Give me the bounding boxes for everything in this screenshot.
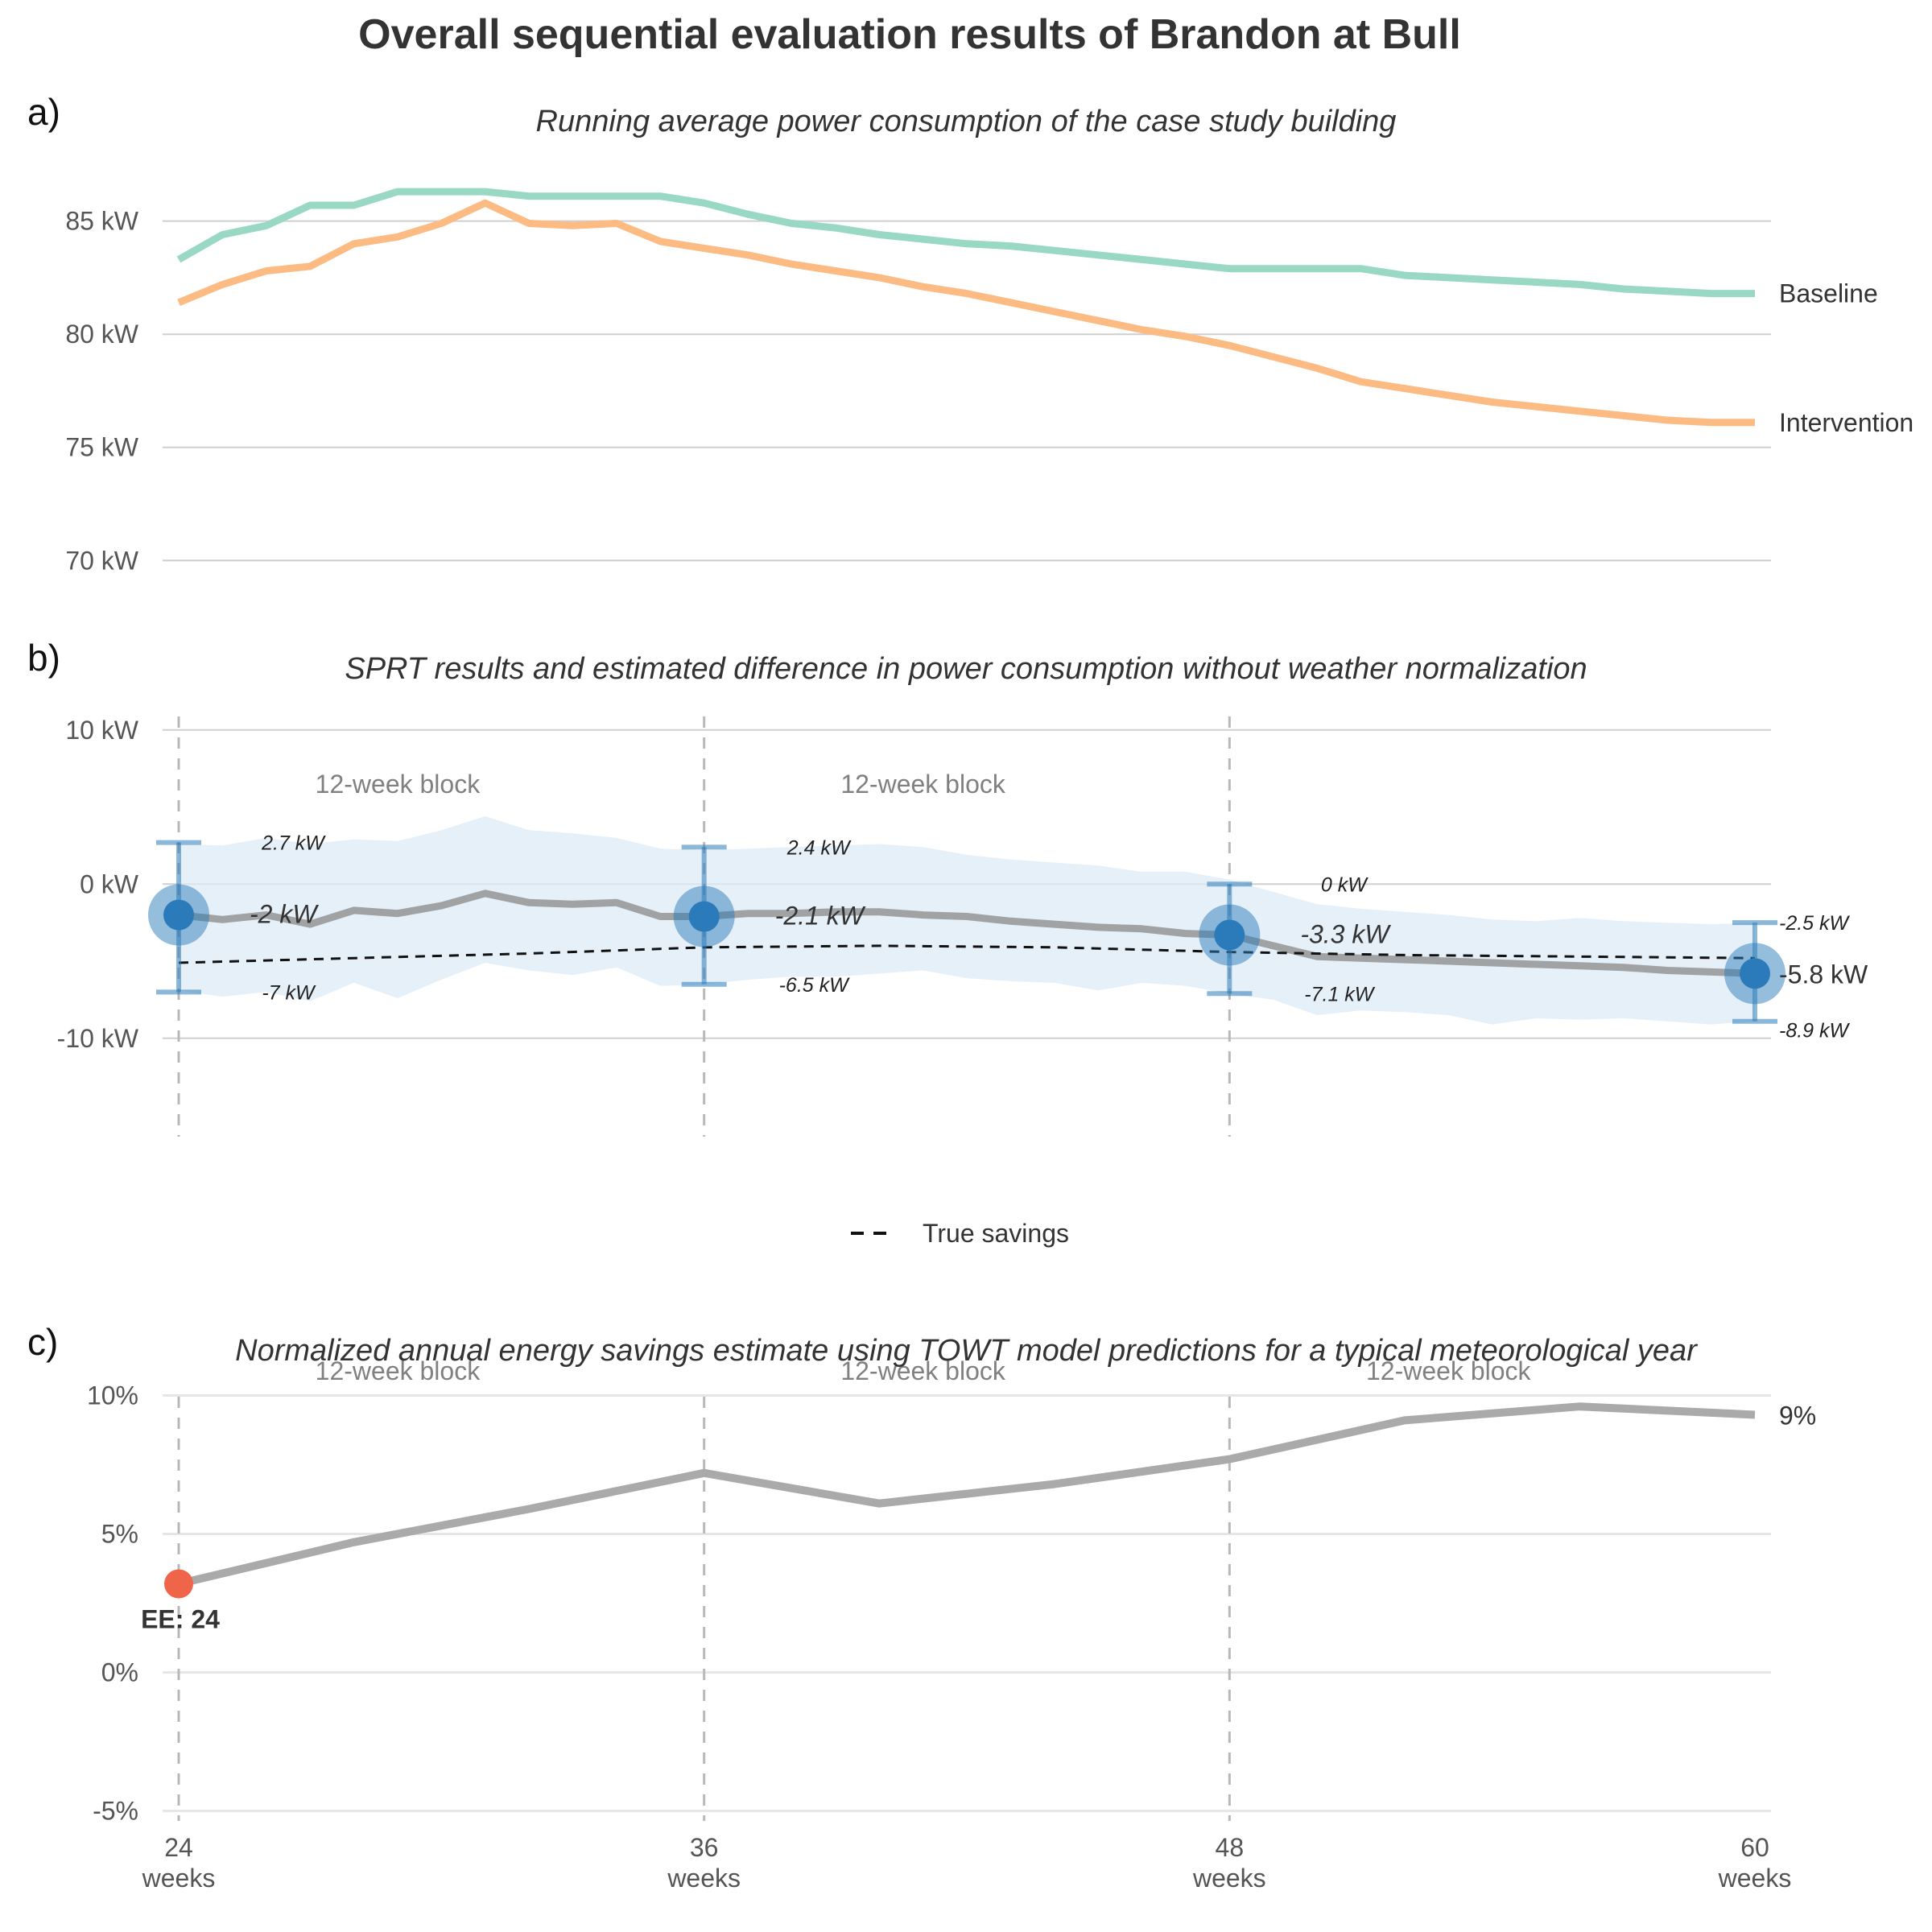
panel-b-block-label: 12-week block xyxy=(840,770,1006,799)
panel-c-ee-label: EE: 24 xyxy=(141,1604,220,1633)
panel-c-y-tick-label: 5% xyxy=(101,1520,138,1549)
panel-b-upper-bound-label: 0 kW xyxy=(1321,873,1368,896)
panel-a-series-label-baseline: Baseline xyxy=(1779,279,1878,308)
panel-c-gridlines xyxy=(163,1393,1771,1813)
panel-b-lower-bound-label: -8.9 kW xyxy=(1779,1020,1851,1042)
panel-c-y-tick-label: 10% xyxy=(87,1381,138,1410)
panel-b-estimate-line xyxy=(178,890,1756,977)
panel-c-label: c) xyxy=(27,1321,58,1363)
panel-b-y-tick-label: -10 kW xyxy=(57,1024,139,1053)
panel-b-legend: True savings xyxy=(851,1219,1069,1248)
panel-c-y-axis: 10% 5% 0% -5% xyxy=(87,1381,138,1825)
panel-c-savings-line xyxy=(177,1402,1756,1588)
panel-a-y-axis: 85 kW 80 kW 75 kW 70 kW xyxy=(65,207,138,576)
panel-a-y-tick-label: 70 kW xyxy=(65,546,138,575)
panel-c-block-label: 12-week block xyxy=(1366,1356,1532,1385)
panel-a-series-line-intervention xyxy=(177,199,1755,427)
panel-b-title: SPRT results and estimated difference in… xyxy=(345,652,1587,686)
panel-b-true-savings-line xyxy=(178,944,1756,964)
panel-b: b) SPRT results and estimated difference… xyxy=(27,637,1868,1248)
panel-b-y-tick-label: 0 kW xyxy=(80,869,139,898)
panel-c-block-boundaries xyxy=(177,1397,1231,1821)
panel-b-block-labels: 12-week block 12-week block xyxy=(316,770,1006,799)
panel-b-block-label: 12-week block xyxy=(316,770,481,799)
panel-c-x-tick-value: 24 xyxy=(164,1833,193,1862)
panel-c-series: 9% EE: 24 xyxy=(141,1402,1816,1634)
panel-c-x-tick-value: 36 xyxy=(690,1833,719,1862)
panel-b-estimate-label: -2.1 kW xyxy=(775,902,866,931)
panel-b-upper-bound-label: -2.5 kW xyxy=(1779,912,1851,935)
panel-b-sprt-points: 2.7 kW -7 kW -2 kW 2.4 kW -6.5 kW -2.1 kW 0 kW… xyxy=(148,832,1868,1042)
panel-a-y-tick-label: 75 kW xyxy=(65,433,138,462)
panel-b-estimate xyxy=(178,890,1756,977)
panel-b-estimate-label: -5.8 kW xyxy=(1779,960,1868,989)
figure-title: Overall sequential evaluation results of… xyxy=(358,11,1461,58)
panel-c-x-tick-value: 60 xyxy=(1740,1833,1769,1862)
panel-c-x-tick-unit: weeks xyxy=(142,1864,216,1893)
panel-b-confidence-band xyxy=(179,816,1755,1025)
panel-a-y-tick-label: 85 kW xyxy=(65,207,138,236)
panel-c-x-tick-unit: weeks xyxy=(1192,1864,1266,1893)
panel-c-block-labels: 12-week block 12-week block 12-week block xyxy=(316,1356,1532,1385)
panel-a-y-tick-label: 80 kW xyxy=(65,320,138,349)
panel-b-estimate-label: -3.3 kW xyxy=(1300,919,1391,948)
panel-b-y-tick-label: 10 kW xyxy=(65,716,138,745)
panel-b-lower-bound-label: -7.1 kW xyxy=(1304,983,1376,1005)
panel-b-upper-bound-label: 2.4 kW xyxy=(786,836,852,859)
panel-c-end-label: 9% xyxy=(1779,1402,1816,1430)
panel-a-label: a) xyxy=(27,91,60,133)
panel-b-true-savings xyxy=(178,944,1756,964)
panel-a: a) Running average power consumption of … xyxy=(27,91,1913,575)
panel-a-series-line-baseline xyxy=(176,188,1755,298)
panel-a-series: Baseline Intervention xyxy=(176,188,1913,437)
panel-a-gridlines xyxy=(163,220,1771,562)
panel-b-lower-bound-label: -6.5 kW xyxy=(779,974,851,997)
panel-b-estimate-label: -2 kW xyxy=(250,900,319,929)
panel-c-y-tick-label: 0% xyxy=(101,1658,138,1687)
panel-c-y-tick-label: -5% xyxy=(93,1797,138,1826)
panel-c-x-tick-value: 48 xyxy=(1216,1833,1245,1862)
panel-b-sprt-point xyxy=(163,899,194,931)
panel-a-title: Running average power consumption of the… xyxy=(536,105,1397,138)
panel-b-y-axis: 10 kW 0 kW -10 kW xyxy=(57,716,139,1053)
panel-b-sprt-point xyxy=(1740,958,1770,989)
panel-c-block-label: 12-week block xyxy=(840,1356,1006,1385)
panel-b-upper-bound-label: 2.7 kW xyxy=(261,832,326,855)
panel-b-lower-bound-label: -7 kW xyxy=(262,981,316,1004)
panel-c: c) 10%5%0%-5% 12-week block 12-week block… xyxy=(27,1321,1816,1893)
panel-b-confidence-band-area xyxy=(179,816,1755,1025)
panel-b-sprt-point xyxy=(688,901,720,932)
panel-c-block-label: 12-week block xyxy=(316,1356,481,1385)
panel-b-sprt-point xyxy=(1214,919,1245,951)
panel-c-title: Normalized annual energy savings estimat… xyxy=(235,1334,1698,1368)
panel-b-label: b) xyxy=(27,637,60,679)
panel-c-x-tick-unit: weeks xyxy=(667,1864,741,1893)
panel-a-series-label-intervention: Intervention xyxy=(1779,408,1913,437)
panel-c-ee-marker xyxy=(164,1569,193,1599)
panel-c-x-tick-unit: weeks xyxy=(1718,1864,1792,1893)
legend-true-savings-label: True savings xyxy=(923,1219,1069,1248)
